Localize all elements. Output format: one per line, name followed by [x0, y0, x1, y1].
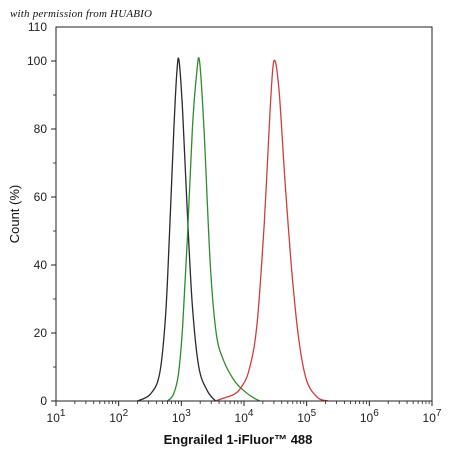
x-tick-label-exponent: 3 [185, 408, 191, 419]
y-tick-label: 100 [27, 54, 47, 68]
watermark-text: with permission from HUABIO [10, 8, 153, 20]
x-axis-title: Engrailed 1-iFluor™ 488 [164, 432, 313, 447]
x-tick-label: 105 [297, 408, 316, 425]
y-top-tick-label: 110 [28, 20, 47, 34]
x-tick-label-exponent: 5 [311, 408, 317, 419]
x-tick-label-base: 10 [47, 411, 61, 425]
x-tick-label: 107 [423, 408, 442, 425]
x-tick-label-exponent: 2 [123, 408, 129, 419]
x-tick-label: 102 [109, 408, 128, 425]
histogram-curve [166, 57, 261, 402]
x-tick-label-base: 10 [297, 411, 311, 425]
histogram-series [137, 57, 329, 402]
x-tick-label-exponent: 6 [373, 408, 379, 419]
x-tick-label: 106 [360, 408, 379, 425]
y-tick-label: 60 [34, 190, 48, 204]
x-tick-label-base: 10 [109, 411, 123, 425]
x-tick-label-base: 10 [360, 411, 374, 425]
histogram-curve [215, 59, 329, 402]
x-tick-label-exponent: 7 [436, 408, 442, 419]
y-axis-title: Count (%) [7, 185, 22, 244]
y-tick-label: 0 [40, 394, 47, 408]
x-tick-label-exponent: 4 [248, 408, 254, 419]
x-tick-label-exponent: 1 [60, 408, 66, 419]
x-tick-label-base: 10 [172, 411, 186, 425]
histogram-curve [137, 57, 216, 402]
x-tick-label-base: 10 [235, 411, 249, 425]
x-tick-label: 103 [172, 408, 191, 425]
x-tick-label-base: 10 [423, 411, 437, 425]
x-tick-label: 104 [235, 408, 254, 425]
y-tick-label: 40 [34, 258, 48, 272]
y-tick-label: 80 [34, 122, 48, 136]
plot-frame [55, 26, 433, 402]
x-tick-label: 101 [47, 408, 66, 425]
y-tick-label: 20 [34, 326, 48, 340]
